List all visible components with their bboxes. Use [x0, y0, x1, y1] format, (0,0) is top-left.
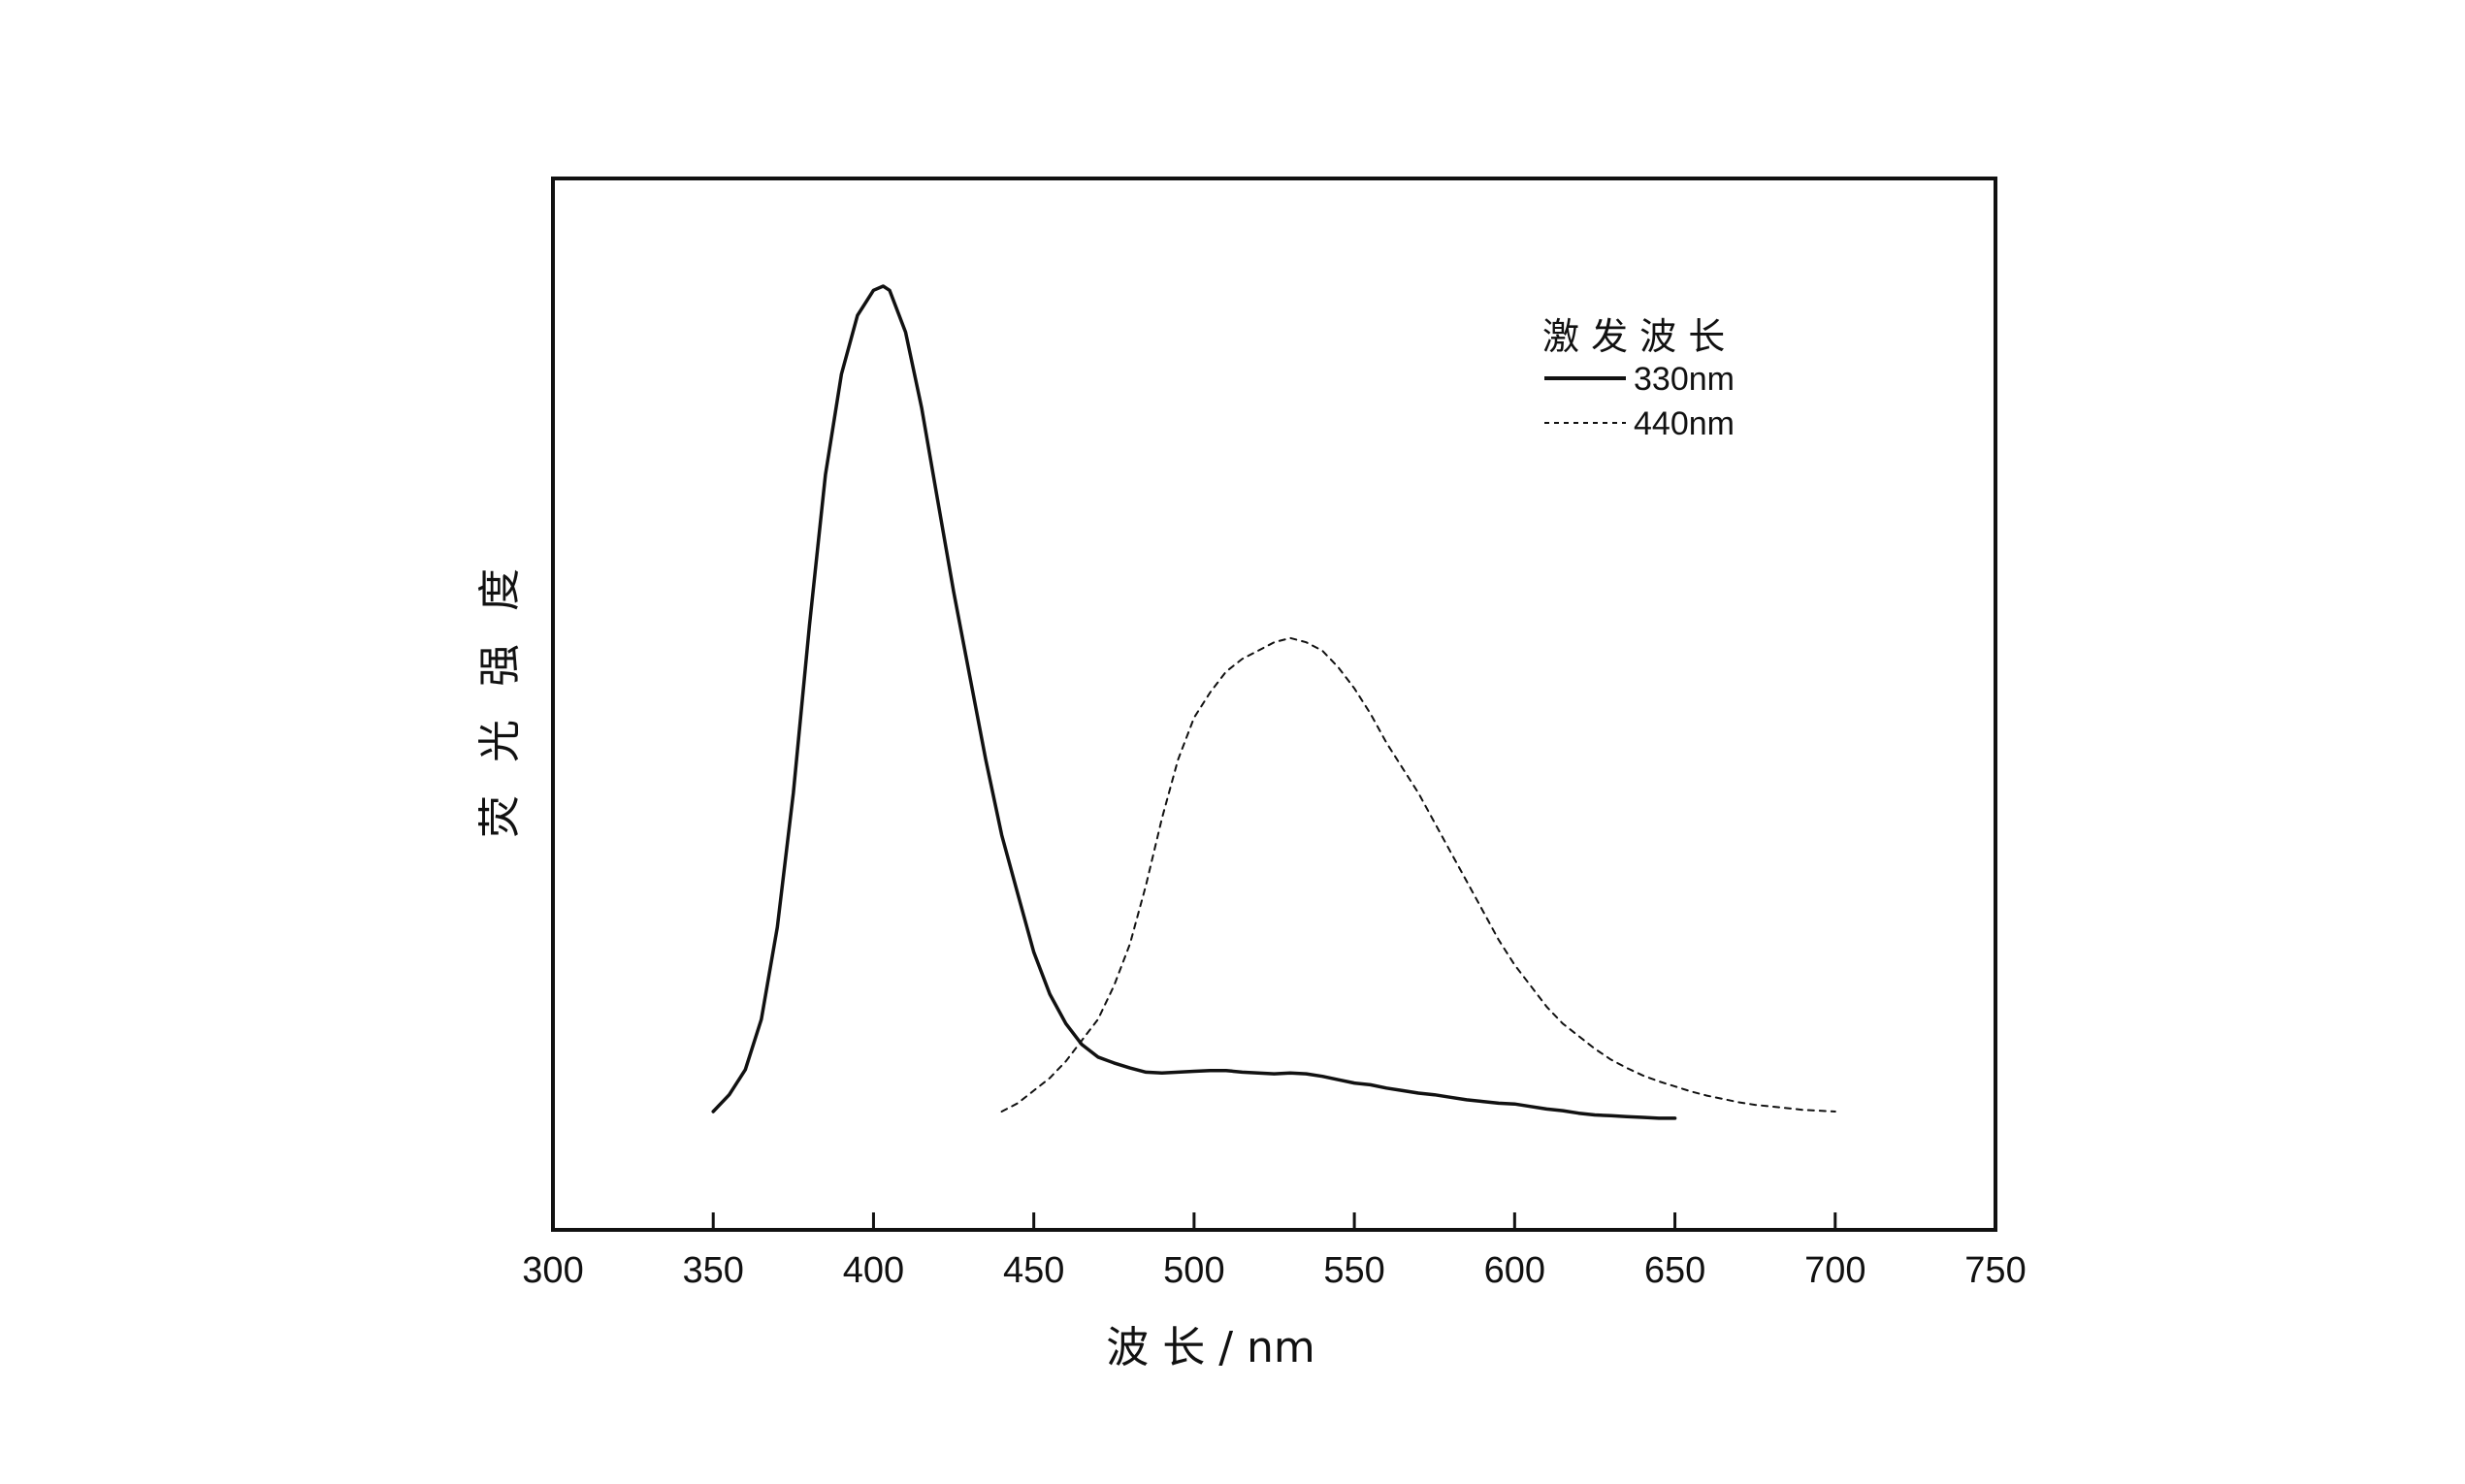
x-axis-title: 波 长 / nm: [1106, 1323, 1315, 1372]
series-line-330nm: [713, 286, 1674, 1118]
y-axis-title: 荧 光 强 度: [475, 559, 525, 838]
x-tick-label: 600: [1484, 1250, 1545, 1291]
x-tick-label: 300: [522, 1250, 583, 1291]
x-tick-label: 750: [1964, 1250, 2026, 1291]
x-tick-label: 550: [1323, 1250, 1384, 1291]
legend: 激 发 波 长 330nm 440nm: [1542, 315, 1735, 442]
x-tick-label: 650: [1644, 1250, 1705, 1291]
x-tick-label: 450: [1003, 1250, 1064, 1291]
x-axis-tick-labels: 300 350 400 450 500 550 600 650 700 750: [522, 1250, 2026, 1291]
legend-items: 330nm 440nm: [1544, 361, 1735, 442]
legend-title: 激 发 波 长: [1542, 315, 1725, 358]
x-tick-label: 700: [1804, 1250, 1865, 1291]
x-tick-label: 400: [843, 1250, 904, 1291]
legend-label-440nm: 440nm: [1634, 405, 1735, 442]
x-tick-label: 350: [683, 1250, 744, 1291]
x-tick-label: 500: [1163, 1250, 1224, 1291]
x-axis-ticks: [553, 1212, 1995, 1230]
legend-label-330nm: 330nm: [1634, 361, 1735, 398]
series-line-440nm: [1002, 638, 1835, 1112]
